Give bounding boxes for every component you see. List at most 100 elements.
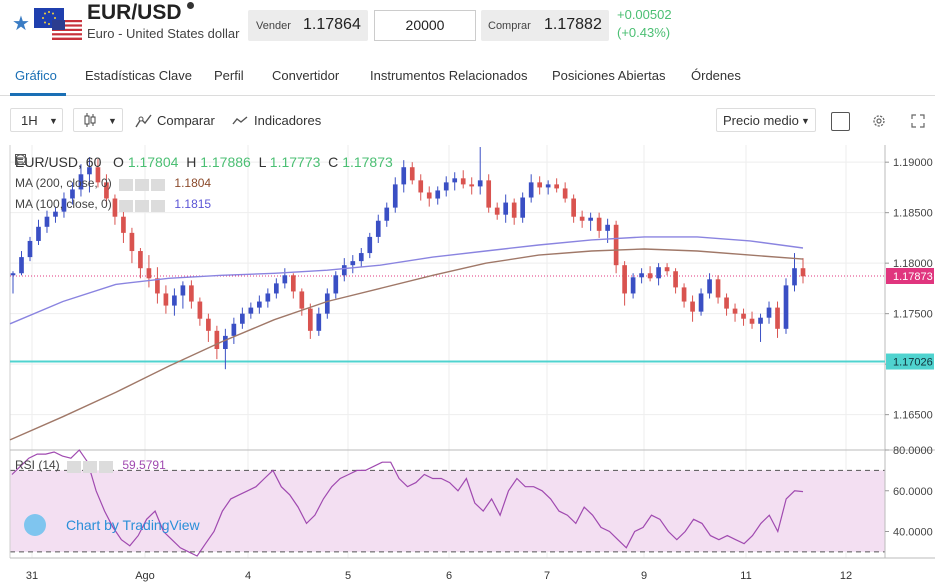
tab-bar: Gráfico Estadísticas Clave Perfil Conver… [0, 58, 935, 96]
checkbox-toggle[interactable] [831, 112, 850, 131]
candle-body [307, 308, 313, 331]
candle-body [800, 268, 806, 277]
candle-body [341, 265, 347, 276]
rsi-line [11, 449, 804, 557]
legend-title: EUR/USD, 60 [15, 154, 102, 170]
fullscreen-icon[interactable] [911, 114, 925, 128]
rsi-legend: RSI (14) 59.5791 [15, 458, 166, 473]
time-tick-label: 31 [26, 570, 38, 582]
candle-body [104, 182, 109, 199]
candle-body [299, 291, 305, 309]
last-price-tag-box [886, 267, 934, 284]
price-chart[interactable]: 1.190001.185001.180001.175001.170001.165… [0, 145, 935, 586]
candle-body [53, 211, 58, 217]
buy-button[interactable]: Comprar 1.17882 [481, 10, 609, 41]
tab-grafico[interactable]: Gráfico [15, 68, 57, 83]
chart-canvas[interactable]: 1.190001.185001.180001.175001.170001.165… [0, 145, 935, 586]
indicator-controls[interactable] [119, 177, 167, 191]
candle-body [333, 275, 339, 294]
candle-body [469, 184, 475, 187]
last-price-tag-label: 1.17873 [893, 271, 933, 283]
price-tick-label: 1.17500 [893, 309, 933, 321]
candle-body [724, 297, 729, 309]
indicator-controls[interactable] [67, 459, 115, 473]
candle-body [707, 279, 712, 294]
candle-body [206, 318, 211, 331]
interval-value: 1H [21, 113, 38, 128]
chevron-down-icon: ▼ [49, 116, 58, 126]
indicator-controls[interactable] [119, 198, 167, 212]
collapse-icon[interactable] [15, 154, 26, 165]
star-icon[interactable]: ★ [12, 13, 30, 35]
compare-button[interactable]: Comparar [157, 113, 215, 128]
candle-body [639, 273, 644, 278]
candle-body [214, 330, 220, 350]
candle-body [792, 268, 797, 286]
candle-body [129, 232, 135, 252]
time-tick-label: 4 [245, 570, 251, 582]
candle-body [511, 202, 517, 218]
chart-type-select[interactable]: ▼ [73, 108, 123, 132]
change-percent: (+0.43%) [617, 25, 671, 40]
candle-body [494, 207, 500, 215]
tab-posiciones-abiertas[interactable]: Posiciones Abiertas [552, 68, 666, 83]
candle-body [257, 301, 262, 308]
tab-perfil[interactable]: Perfil [214, 68, 244, 83]
candle-body [401, 167, 407, 185]
ma200-line [9, 248, 804, 441]
candle-icon [84, 113, 96, 127]
quantity-input[interactable]: 20000 [374, 10, 476, 41]
sell-button[interactable]: Vender 1.17864 [248, 10, 368, 41]
candle-body [775, 307, 780, 329]
instrument-header: ★ EUR/USD Euro - United States dollar Ve… [0, 0, 935, 50]
candle-body [418, 180, 424, 193]
candle-body [121, 216, 126, 233]
legend-high-label: H [186, 154, 197, 170]
support-tag-box [886, 353, 934, 370]
candle-body [358, 253, 364, 262]
candle-body [605, 224, 610, 231]
market-status-dot [187, 2, 194, 9]
gear-icon[interactable] [871, 113, 887, 129]
price-mode-select[interactable]: Precio medio ▼ [716, 108, 816, 132]
candle-body [477, 180, 483, 187]
candle-body [223, 335, 228, 350]
indicators-button[interactable]: Indicadores [254, 113, 322, 128]
sell-price: 1.17864 [303, 16, 361, 33]
tab-estadisticas-clave[interactable]: Estadísticas Clave [85, 68, 192, 83]
legend-close-value: 1.17873 [342, 154, 393, 170]
ma200-legend: MA (200, close, 0) 1.1804 [15, 176, 211, 191]
tab-convertidor[interactable]: Convertidor [272, 68, 340, 83]
candle-body [265, 293, 271, 302]
compare-icon[interactable] [135, 113, 153, 129]
sell-label: Vender [256, 20, 291, 32]
candle-body [579, 216, 585, 221]
indicators-icon[interactable] [232, 115, 248, 127]
time-tick-label: 7 [544, 570, 550, 582]
cloud-icon [24, 514, 46, 536]
rsi-value: 59.5791 [122, 458, 166, 472]
watermark-text: Chart by TradingView [66, 517, 200, 533]
tab-ordenes[interactable]: Órdenes [691, 68, 741, 83]
support-tag-label: 1.17026 [893, 357, 933, 369]
symbol-description: Euro - United States dollar [87, 26, 240, 41]
candle-body [486, 180, 492, 208]
candle-body [375, 220, 381, 237]
time-tick-label: Ago [135, 570, 155, 582]
time-tick-label: 9 [641, 570, 647, 582]
candle-body [78, 174, 84, 190]
time-tick-label: 5 [345, 570, 351, 582]
candle-body [622, 265, 627, 294]
candle-body [350, 261, 356, 266]
chart-toolbar: 1H ▼ ▼ Comparar Indicadores Precio medio… [0, 104, 935, 138]
ma100-value: 1.1815 [174, 197, 212, 211]
tab-instrumentos-relacionados[interactable]: Instrumentos Relacionados [370, 68, 528, 83]
candle-body [112, 198, 118, 217]
candle-body [630, 277, 636, 294]
candle-body [656, 267, 661, 279]
candle-body [248, 307, 254, 314]
candle-body [732, 308, 738, 314]
rsi-tick-label: 60.0000 [893, 486, 933, 498]
interval-select[interactable]: 1H ▼ [10, 108, 63, 132]
legend-high-value: 1.17886 [200, 154, 251, 170]
